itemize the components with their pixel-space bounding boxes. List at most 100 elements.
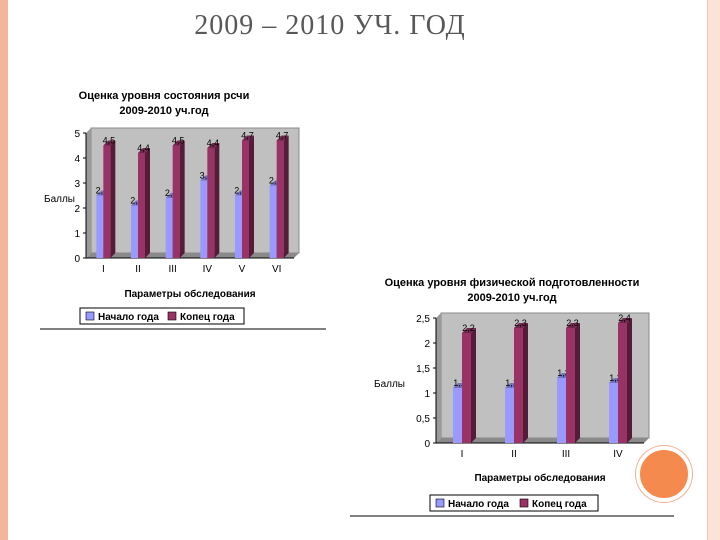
chart-subtitle: 2009-2010 уч.год — [119, 105, 208, 117]
data-label: 2,4 — [618, 313, 631, 323]
chart-title: Оценка уровня состояния рсчи — [79, 90, 250, 102]
bar-top-end — [462, 328, 476, 333]
speech-level-chart-svg: Оценка уровня состояния рсчи 2009-2010 уч… — [0, 90, 326, 330]
bar-start-of-year — [96, 195, 104, 258]
y-tick-label: 4 — [74, 154, 80, 165]
y-tick-label: 2 — [424, 339, 430, 350]
bar-start-of-year — [453, 388, 462, 443]
data-label: 4,4 — [207, 138, 220, 148]
bar-top-end — [242, 135, 254, 141]
bar-start-of-year — [200, 180, 208, 258]
bar-side-end — [214, 143, 220, 258]
bar-start-of-year — [165, 198, 173, 258]
data-label: 1,1 — [453, 378, 466, 388]
y-tick-label: 0 — [424, 439, 430, 450]
x-tick-label: I — [461, 449, 464, 460]
bar-top-end — [514, 323, 528, 328]
bar-start-of-year — [235, 195, 242, 258]
left-frame-stripe — [0, 0, 8, 540]
data-label: 4,7 — [241, 131, 254, 141]
data-label: 4,4 — [137, 143, 150, 153]
legend-label: Начало года — [98, 312, 159, 323]
data-label: 2,3 — [514, 318, 527, 328]
legend-label: Начало года — [448, 499, 509, 510]
bar-top-end — [172, 140, 185, 146]
y-tick-label: 0 — [74, 254, 80, 265]
bar-end-of-year — [276, 140, 284, 258]
data-label: 4,7 — [276, 131, 289, 141]
y-axis-label: Баллы — [44, 194, 75, 205]
plot-floor — [436, 438, 649, 443]
plot-floor — [86, 253, 299, 258]
legend-box — [79, 307, 245, 325]
x-axis-label: Параметры обследования — [124, 288, 255, 300]
bar-top-end — [276, 135, 289, 141]
data-label: 2,2 — [462, 323, 475, 333]
x-tick-label: II — [511, 449, 517, 460]
slide-title: 2009 – 2010 УЧ. ГОД — [194, 10, 466, 41]
legend-swatch-start — [435, 498, 445, 508]
legend-swatch-end — [519, 498, 529, 508]
data-label: 1,3 — [557, 368, 570, 378]
bar-end-of-year — [462, 333, 471, 443]
plot-area — [90, 127, 300, 254]
chart-title: Оценка уровня физической подготовленност… — [385, 277, 640, 289]
bar-start-of-year — [269, 185, 277, 258]
bar-side-end — [283, 135, 289, 258]
data-label: 2,3 — [566, 318, 579, 328]
physical-fitness-chart: Оценка уровня физической подготовленност… — [350, 270, 680, 520]
bar-side-end — [179, 140, 185, 258]
right-frame-line — [707, 0, 708, 540]
x-tick-label: III — [562, 449, 570, 460]
y-tick-label: 5 — [74, 129, 80, 140]
bar-side-end — [110, 140, 116, 258]
data-label: 2,5 — [234, 186, 247, 196]
bar-end-of-year — [207, 148, 215, 258]
bar-start-of-year — [609, 383, 618, 443]
bar-side-end — [627, 318, 632, 443]
bar-end-of-year — [242, 140, 249, 258]
bar-top-end — [138, 148, 150, 153]
chart-subtitle: 2009-2010 уч.год — [467, 292, 556, 304]
y-tick-label: 1 — [74, 229, 80, 240]
bar-end-of-year — [103, 145, 111, 258]
data-label: 2,4 — [165, 188, 178, 198]
x-tick-label: VI — [272, 264, 281, 275]
y-tick-label: 2,5 — [416, 314, 430, 325]
legend-box — [429, 494, 599, 512]
data-label: 1,2 — [609, 373, 622, 383]
bar-top-end — [566, 323, 580, 328]
x-tick-label: I — [102, 264, 105, 275]
right-frame-stripe — [708, 0, 720, 540]
bar-top-end — [103, 140, 116, 146]
x-tick-label: II — [135, 264, 141, 275]
plot-side-wall — [86, 128, 91, 258]
data-label: 4,5 — [172, 136, 185, 146]
x-tick-label: V — [239, 264, 246, 275]
bar-end-of-year — [566, 328, 575, 443]
legend-label: Копец года — [180, 312, 235, 323]
y-tick-label: 3 — [74, 179, 80, 190]
data-label: 1,1 — [505, 378, 518, 388]
data-label: 2,5 — [96, 186, 109, 196]
x-tick-label: IV — [203, 264, 213, 275]
speech-level-chart: Оценка уровня состояния рсчи 2009-2010 уч… — [0, 85, 330, 330]
x-tick-label: III — [168, 264, 176, 275]
x-axis-label: Параметры обследования — [474, 472, 605, 484]
legend-swatch-start — [85, 311, 95, 321]
data-label: 2,9 — [269, 176, 282, 186]
y-tick-label: 2 — [74, 204, 80, 215]
bar-start-of-year — [131, 205, 138, 258]
y-tick-label: 0,5 — [416, 414, 430, 425]
data-label: 4,5 — [103, 136, 116, 146]
data-label: 3,1 — [200, 171, 213, 181]
bar-side-end — [523, 323, 528, 443]
bar-top-end — [207, 143, 220, 148]
bar-top-end — [618, 318, 632, 323]
legend-swatch-end — [167, 311, 177, 321]
y-axis-label: Баллы — [374, 379, 405, 390]
data-label: 2,1 — [130, 196, 143, 206]
bar-end-of-year — [514, 328, 523, 443]
plot-side-wall — [436, 313, 441, 443]
legend-label: Копец года — [532, 499, 587, 510]
